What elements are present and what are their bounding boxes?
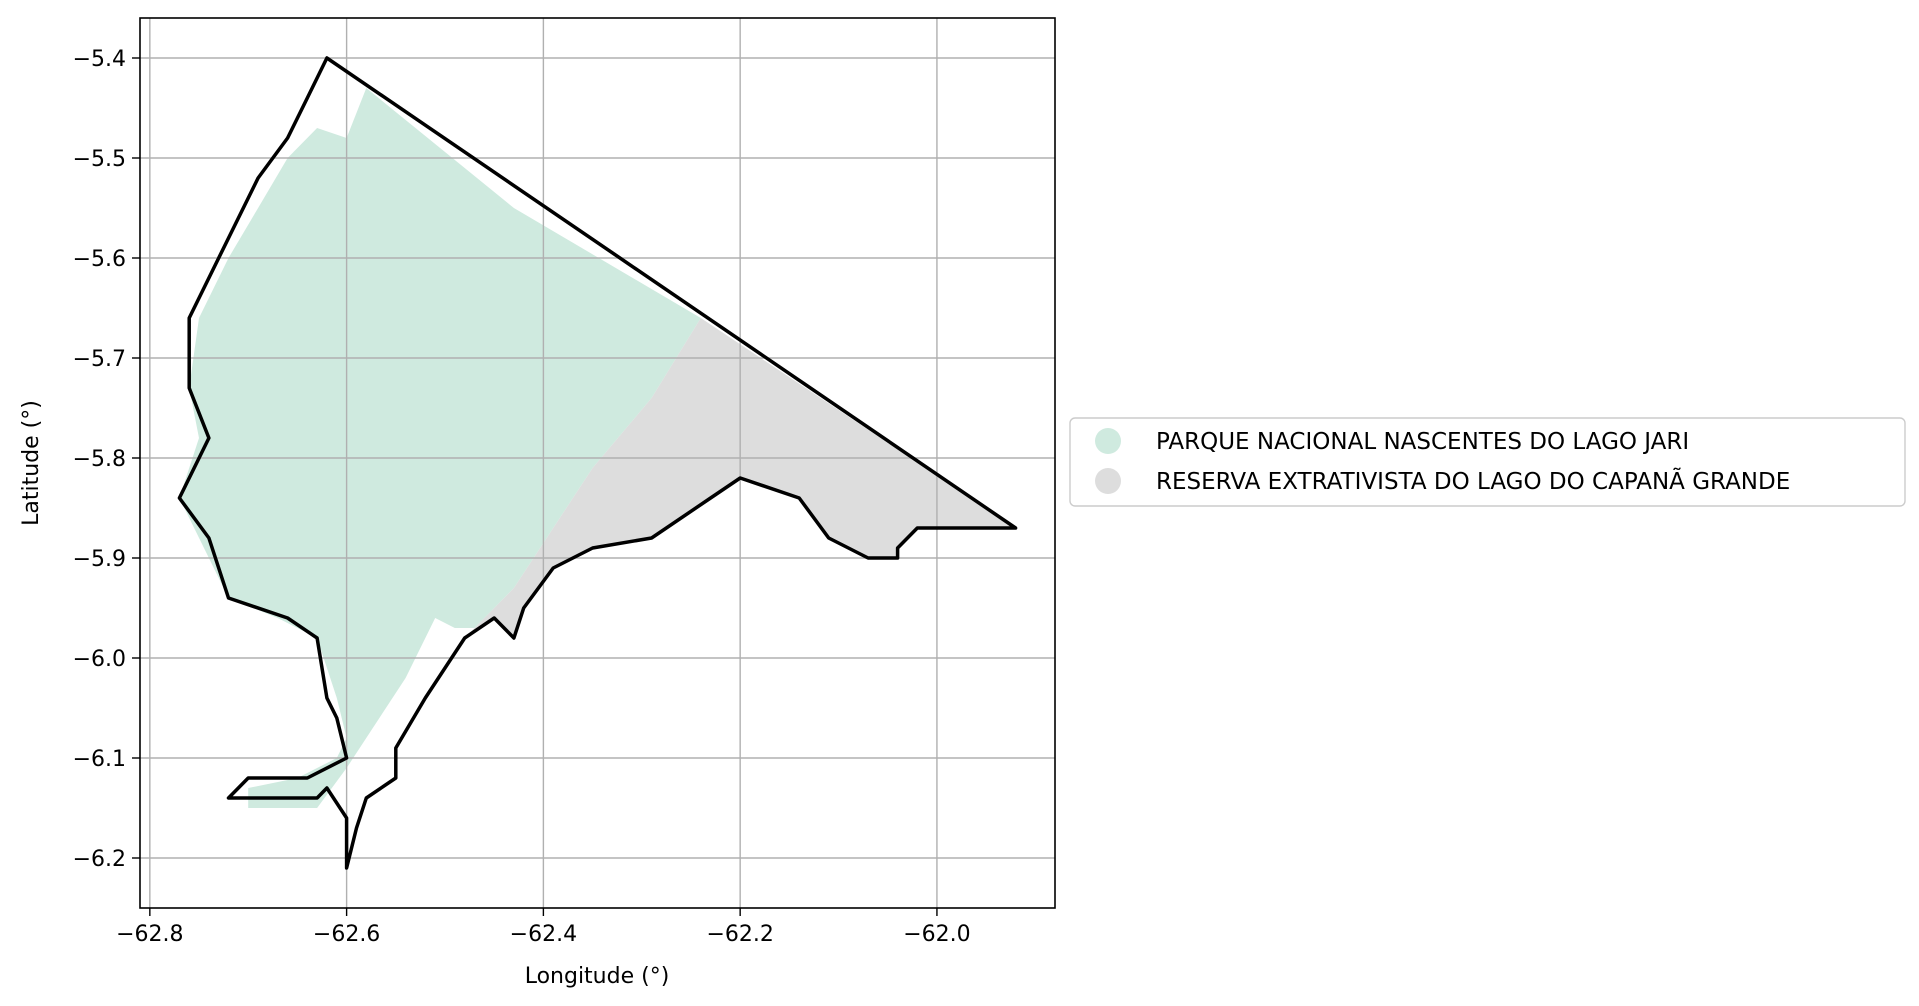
x-axis-label: Longitude (°): [525, 964, 670, 989]
legend-label-parque: PARQUE NACIONAL NASCENTES DO LAGO JARI: [1156, 429, 1689, 455]
y-tick-label: −6.0: [73, 647, 126, 672]
plot-area: [179, 58, 1015, 808]
x-tick-label: −62.2: [706, 922, 773, 947]
legend-item-reserva: RESERVA EXTRATIVISTA DO LAGO DO CAPANÃ G…: [1095, 467, 1790, 495]
y-tick-label: −5.4: [73, 47, 126, 72]
x-tick-label: −62.8: [116, 922, 183, 947]
y-tick-label: −6.1: [73, 747, 126, 772]
legend-item-parque: PARQUE NACIONAL NASCENTES DO LAGO JARI: [1095, 428, 1689, 455]
legend-swatch-reserva: [1095, 468, 1121, 494]
y-tick-label: −6.2: [73, 847, 126, 872]
x-tick-label: −62.4: [510, 922, 577, 947]
x-tick-label: −62.0: [903, 922, 970, 947]
x-tick-label: −62.6: [313, 922, 380, 947]
y-tick-label: −5.7: [73, 347, 126, 372]
y-tick-label: −5.6: [73, 247, 126, 272]
legend-swatch-parque: [1095, 428, 1121, 454]
y-tick-label: −5.9: [73, 547, 126, 572]
legend: PARQUE NACIONAL NASCENTES DO LAGO JARI R…: [1070, 418, 1905, 506]
y-axis-label: Latitude (°): [19, 400, 44, 526]
y-tick-label: −5.8: [73, 447, 126, 472]
y-tick-label: −5.5: [73, 147, 126, 172]
legend-label-reserva: RESERVA EXTRATIVISTA DO LAGO DO CAPANÃ G…: [1156, 467, 1790, 495]
